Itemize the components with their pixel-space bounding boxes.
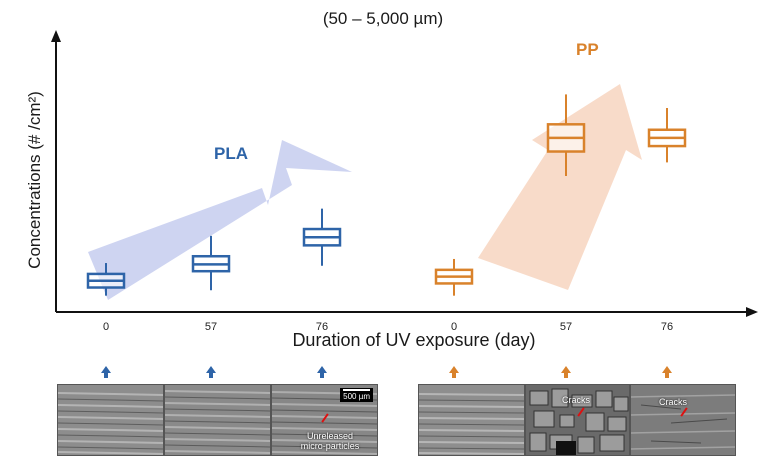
sem-texture [419, 385, 524, 455]
x-tick-label: 57 [560, 321, 572, 333]
pp57-annotation: Cracks [561, 395, 590, 405]
sem-pla-day0 [57, 384, 164, 456]
box-plot-pp-day76 [647, 108, 687, 163]
box-plot-pp-day0 [434, 258, 474, 296]
sem-pp-day57: Cracks [525, 384, 630, 456]
x-tick-label: 76 [316, 321, 328, 333]
pla-annotation: Unreleased micro-particles [300, 431, 360, 451]
sem-texture [165, 385, 270, 455]
box-plot-pp-day57 [546, 94, 586, 176]
up-arrow-icon [101, 366, 111, 378]
sem-pla-day76: 500 µm Unreleased micro-particles [271, 384, 378, 456]
x-axis-label: Duration of UV exposure (day) [292, 330, 535, 350]
y-axis-arrowhead [51, 30, 61, 42]
x-tick-label: 0 [103, 321, 109, 333]
up-arrow-icon [317, 366, 327, 378]
up-arrow-icon [206, 366, 216, 378]
y-axis-label: Concentrations (# /cm²) [25, 91, 44, 269]
box-plot-pla-day0 [86, 263, 126, 296]
chart-subtitle: (50 – 5,000 µm) [323, 9, 443, 28]
up-arrow-icon [662, 366, 672, 378]
x-tick-label: 76 [661, 321, 673, 333]
box-plot-pla-day57 [191, 235, 231, 291]
x-axis-arrowhead [746, 307, 758, 317]
pla-group-label: PLA [214, 144, 248, 163]
sem-pp-day0 [418, 384, 525, 456]
sem-texture [631, 385, 735, 455]
pp-trend-arrow [478, 84, 642, 290]
pla-trend-arrow [88, 140, 352, 300]
scale-bar: 500 µm [340, 388, 373, 402]
up-arrow-icon [561, 366, 571, 378]
sem-pla-day57 [164, 384, 271, 456]
box-plot-pla-day76 [302, 208, 342, 266]
x-tick-label: 0 [451, 321, 457, 333]
pp-group-label: PP [576, 40, 599, 59]
x-tick-label: 57 [205, 321, 217, 333]
sem-texture [526, 385, 629, 455]
up-arrow-icon [449, 366, 459, 378]
pp76-annotation: Cracks [658, 397, 687, 407]
sem-texture [58, 385, 163, 455]
sem-pp-day76: Cracks [630, 384, 736, 456]
